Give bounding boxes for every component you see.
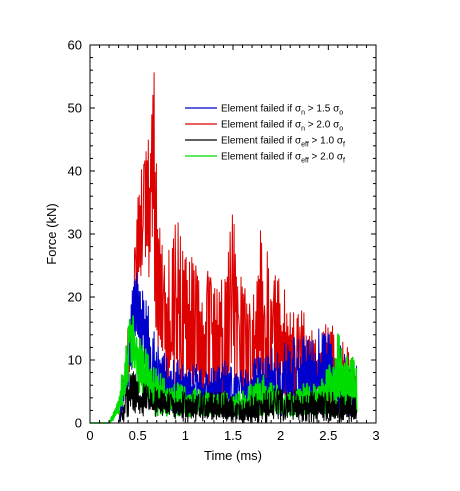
legend-text-part: σ (295, 152, 302, 163)
legend-text-part: n (301, 126, 305, 133)
x-tick-label: 3 (372, 428, 379, 443)
y-tick-label: 30 (68, 227, 82, 242)
y-tick-label: 60 (68, 38, 82, 53)
x-axis-label: Time (ms) (204, 448, 262, 463)
legend-text-part: n (301, 110, 305, 117)
legend-label-2: Element failed if σn > 2.0 σo (221, 120, 343, 133)
series-line-1 (90, 272, 358, 424)
legend-text-part: σ (295, 136, 302, 147)
legend-text-part: > 2.0 (309, 152, 337, 163)
y-tick-label: 40 (68, 164, 82, 179)
legend-text-part: Element failed if (221, 104, 295, 115)
legend-text-part: Element failed if (221, 152, 295, 163)
legend-label-3: Element failed if σeff > 1.0 σf (221, 136, 345, 149)
x-tick-label: 1 (182, 428, 189, 443)
y-tick-label: 50 (68, 101, 82, 116)
legend-text-part: eff (301, 158, 309, 165)
legend-text-part: f (343, 158, 345, 165)
y-tick-label: 20 (68, 290, 82, 305)
y-tick-label: 0 (75, 416, 82, 431)
legend-text-part: > 2.0 (305, 120, 333, 131)
legend-text-part: Element failed if (221, 136, 295, 147)
x-tick-label: 0.5 (129, 428, 147, 443)
x-tick-label: 2 (277, 428, 284, 443)
legend-label-1: Element failed if σn > 1.5 σo (221, 104, 343, 117)
legend-label-4: Element failed if σeff > 2.0 σf (221, 152, 345, 165)
y-axis-label: Force (kN) (44, 203, 59, 264)
legend-text-part: o (339, 110, 343, 117)
legend-text-part: > 1.0 (309, 136, 337, 147)
x-tick-label: 0 (86, 428, 93, 443)
legend-text-part: o (339, 126, 343, 133)
legend-text-part: eff (301, 142, 309, 149)
legend-text-part: f (343, 142, 345, 149)
legend-text-part: Element failed if (221, 120, 295, 131)
legend-text-part: σ (337, 152, 344, 163)
legend-text-part: σ (337, 136, 344, 147)
legend-text-part: σ (295, 120, 302, 131)
series-line-3 (90, 371, 358, 424)
series-layer (90, 72, 358, 424)
legend-text-part: σ (333, 104, 340, 115)
x-tick-label: 2.5 (319, 428, 337, 443)
y-tick-label: 10 (68, 353, 82, 368)
legend-text-part: σ (295, 104, 302, 115)
legend-text-part: > 1.5 (305, 104, 333, 115)
x-tick-label: 1.5 (224, 428, 242, 443)
legend-text-part: σ (333, 120, 340, 131)
